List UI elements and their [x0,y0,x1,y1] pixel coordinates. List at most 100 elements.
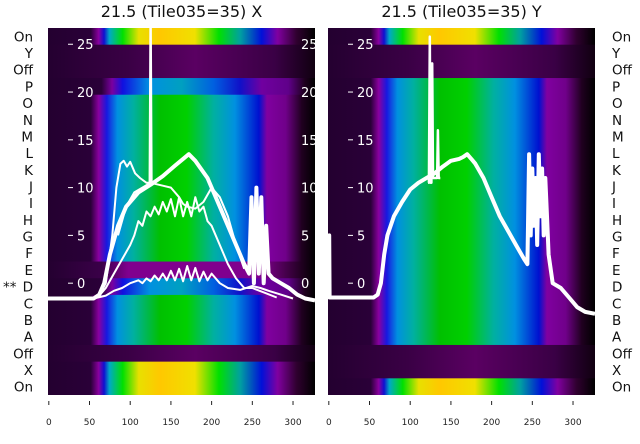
row-label: Off [612,346,633,362]
heatmap-row [48,78,315,96]
row-label: J [611,179,616,195]
row-label: E [612,263,621,279]
y-tick-label-overlap: 20 [301,86,318,101]
chart-title: 21.5 (Tile035=35) X [101,2,263,21]
heatmap-row [48,178,315,196]
series-line-main-trace [48,152,315,303]
x-tick-label: 0 [326,418,332,428]
heatmap-row [328,344,595,363]
y-tick-label: 15 [77,134,94,149]
row-label: L [25,146,33,162]
row-marker: ** [3,280,17,296]
heatmap-row [328,61,595,79]
heatmap-row [48,61,315,79]
heatmap-row [48,28,315,46]
y-tick-label: 0 [357,277,365,292]
heatmap-row [328,261,595,279]
row-label: L [612,146,620,162]
row-label: X [612,363,621,379]
heatmap-row [48,161,315,179]
heatmap-row [48,44,315,62]
x-tick-label: 100 [402,418,419,428]
row-label: I [29,196,33,212]
heatmap-row [48,228,315,246]
row-label: K [24,163,34,179]
y-tick-label: 20 [77,86,94,101]
y-tick-label: 25 [357,38,374,53]
x-tick-label: 50 [364,418,376,428]
x-tick-label: 50 [84,418,96,428]
row-label: K [612,163,622,179]
row-label: H [612,213,622,229]
row-label: C [612,296,621,312]
row-label: On [612,380,631,396]
row-label: On [14,29,33,45]
x-tick-label: 200 [483,418,500,428]
heatmap-row [328,94,595,112]
y-tick-label-overlap: 0 [301,277,309,292]
y-tick-label-overlap: 10 [301,182,318,197]
row-label: D [612,280,622,296]
heatmap-row [48,211,315,229]
panel-x: 21.5 (Tile035=35) X 0 0 5 5 10 10 15 15 20 20 25 25 O… [3,2,318,428]
row-label: B [612,313,621,329]
heatmap-row [48,94,315,112]
y-tick-label: 10 [77,182,94,197]
row-label: A [24,330,34,346]
x-tick-label: 200 [203,418,220,428]
series-line-mid-wiggle-trace [98,196,278,299]
heatmap-row [328,44,595,62]
x-tick-label: 300 [564,418,581,428]
row-label: X [24,363,33,379]
heatmap-row [328,361,595,379]
row-label: Off [13,346,34,362]
row-label: F [612,246,620,262]
row-label: Y [611,46,621,62]
x-tick-label: 0 [46,418,52,428]
series-line-low-wiggle-trace [93,265,294,300]
heatmap-row [328,294,595,313]
x-tick-label: 100 [122,418,139,428]
row-label: P [612,79,620,95]
row-label: N [612,113,622,129]
heatmap-row [328,328,595,346]
heatmap-row [48,111,315,129]
heatmap-row [48,244,315,263]
heatmap-row [48,128,315,146]
heatmap-row [328,378,595,395]
panel-y: 21.5 (Tile035=35) Y0510152025OnYOffPONML… [326,2,633,428]
x-tick-label: 150 [162,418,179,428]
row-label: N [23,113,33,129]
y-tick-label-overlap: 5 [301,229,309,244]
heatmap: 0 5 10 15 20 25 [328,28,595,395]
heatmap-row [328,311,595,329]
row-label: G [23,230,33,246]
heatmap-row [48,361,315,379]
series-line-spike-trace [427,35,441,185]
heatmap-row [48,311,315,329]
x-tick-label: 250 [524,418,541,428]
row-label: G [612,230,622,246]
row-label: M [21,129,33,145]
row-label: J [28,179,33,195]
heatmap-row [328,211,595,229]
row-label: On [14,380,33,396]
row-label: I [612,196,616,212]
heatmap-row [48,294,315,313]
heatmap-row [328,228,595,246]
heatmap-row [48,344,315,363]
heatmap: 0 0 5 5 10 10 15 15 20 20 25 25 [48,28,318,395]
heatmap-row [328,278,595,296]
x-tick-label: 300 [284,418,301,428]
row-label: E [24,263,33,279]
heatmap-row [328,194,595,212]
row-label: B [24,313,33,329]
row-label: Off [13,63,34,79]
heatmap-row [328,161,595,179]
heatmap-row [328,128,595,146]
x-tick-label: 150 [442,418,459,428]
row-label: C [24,296,33,312]
row-label: P [25,79,33,95]
heatmap-row [48,144,315,162]
